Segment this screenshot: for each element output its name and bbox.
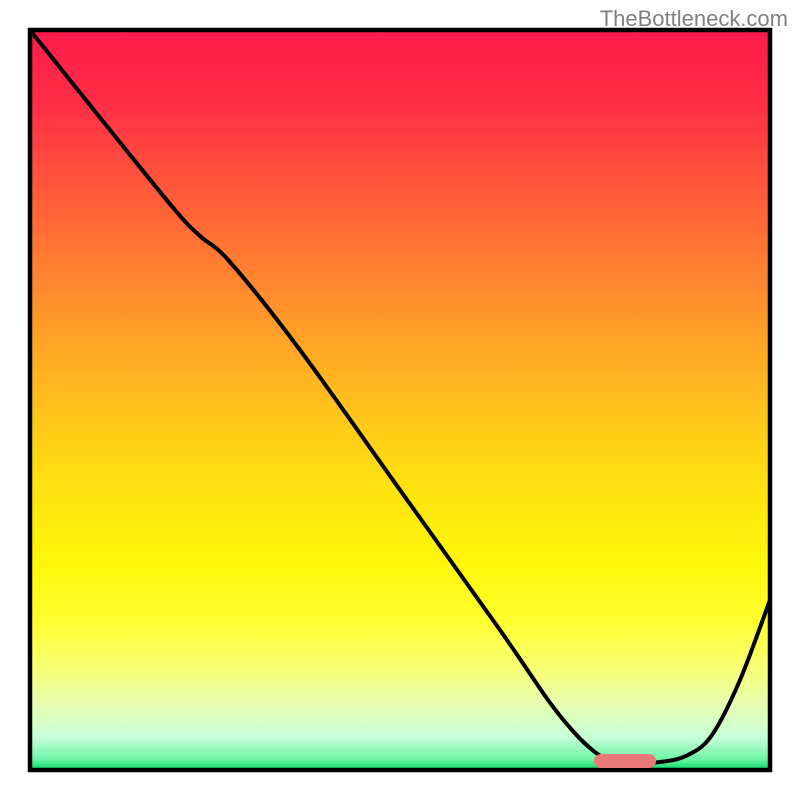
gradient-background (30, 30, 770, 770)
optimal-marker (594, 754, 656, 768)
chart-container: TheBottleneck.com (0, 0, 800, 800)
watermark-text: TheBottleneck.com (600, 6, 788, 32)
bottleneck-chart (0, 0, 800, 800)
